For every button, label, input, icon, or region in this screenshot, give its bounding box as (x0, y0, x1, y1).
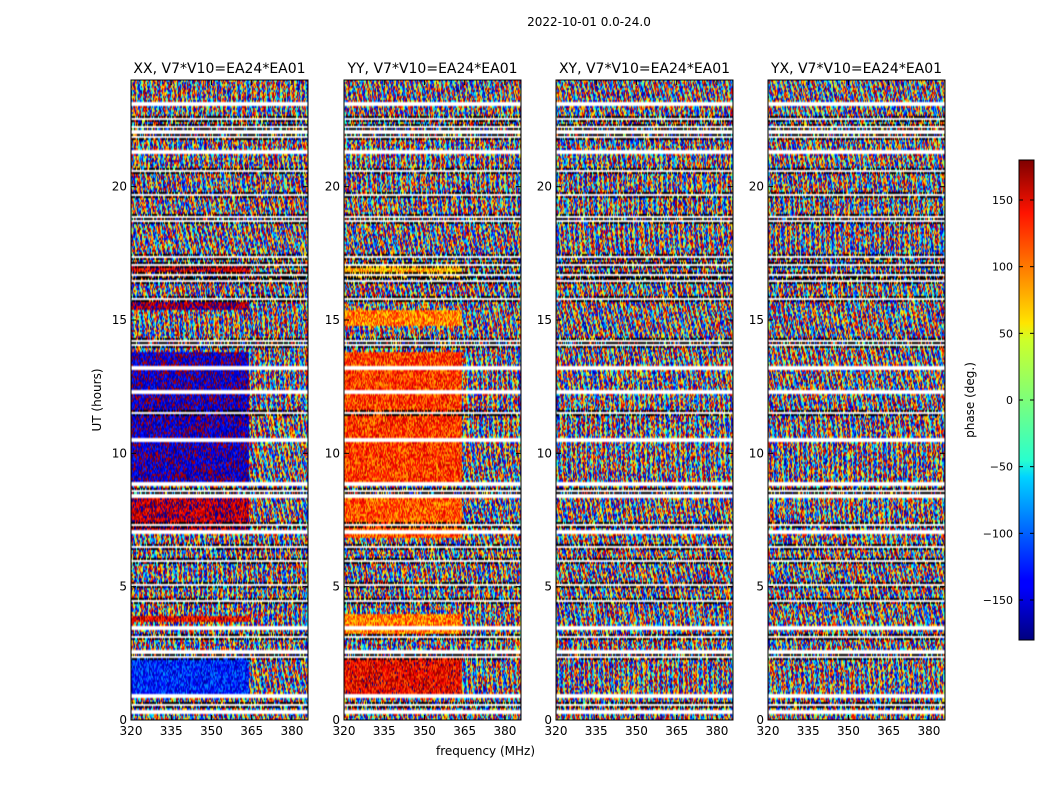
x-axis-label: frequency (MHz) (436, 744, 535, 758)
heatmap-yy (344, 80, 521, 720)
heatmap-xy (556, 80, 733, 720)
heatmap-image (556, 80, 733, 720)
heatmap-image (344, 80, 521, 720)
x-tick-label: 380 (705, 724, 728, 738)
plot-frame (343, 79, 522, 721)
panel-xx: XX, V7*V10=EA24*EA01 320 335 350 365 380 0 5 10… (90, 61, 309, 738)
panel-title: YX, V7*V10=EA24*EA01 (770, 61, 942, 77)
axis-ticks: 320 335 350 365 380 0 5 10 15 20 (325, 80, 521, 738)
colorbar-tick-label: 0 (1006, 394, 1013, 407)
axis-ticks: 320 335 350 365 380 0 5 10 15 20 (537, 80, 733, 738)
colorbar-tick-label: −100 (983, 527, 1013, 540)
colorbar-tick-label: 150 (992, 194, 1013, 207)
x-tick-label: 320 (545, 724, 568, 738)
colorbar-tick-label: 100 (992, 261, 1013, 274)
panel-yx: YX, V7*V10=EA24*EA01 320 335 350 365 380 0 5 10… (749, 61, 946, 738)
heatmap-xx (131, 80, 308, 720)
y-tick-label: 15 (537, 313, 552, 327)
y-tick-label: 5 (544, 580, 552, 594)
y-tick-label: 10 (112, 446, 127, 460)
y-tick-label: 20 (537, 180, 552, 194)
y-tick-label: 10 (537, 446, 552, 460)
y-tick-label: 5 (756, 580, 764, 594)
x-tick-label: 335 (373, 724, 396, 738)
y-tick-label: 15 (112, 313, 127, 327)
colorbar-tick-label: −50 (990, 461, 1013, 474)
y-tick-label: 0 (544, 713, 552, 727)
y-tick-label: 0 (756, 713, 764, 727)
panel-title: YY, V7*V10=EA24*EA01 (346, 61, 517, 77)
axis-ticks: 320 335 350 365 380 0 5 10 15 20 (749, 80, 945, 738)
y-tick-label: 10 (325, 446, 340, 460)
y-tick-label: 20 (325, 180, 340, 194)
panel-xy: XY, V7*V10=EA24*EA01 320 335 350 365 380 0 5 10… (537, 61, 734, 738)
y-tick-label: 5 (332, 580, 340, 594)
y-tick-label: 0 (119, 713, 127, 727)
y-tick-label: 15 (325, 313, 340, 327)
y-tick-label: 10 (749, 446, 764, 460)
plot-frame (555, 79, 734, 721)
x-tick-label: 365 (877, 724, 900, 738)
panel-title: XY, V7*V10=EA24*EA01 (559, 61, 730, 77)
panel-yy: YY, V7*V10=EA24*EA01 320 335 350 365 380 0 5 10… (325, 61, 535, 758)
y-axis-label: UT (hours) (90, 368, 104, 431)
figure-title: 2022-10-01 0.0-24.0 (527, 15, 651, 29)
x-tick-label: 335 (585, 724, 608, 738)
x-tick-label: 335 (160, 724, 183, 738)
x-tick-label: 380 (917, 724, 940, 738)
x-tick-label: 320 (757, 724, 780, 738)
heatmap-image (768, 80, 945, 720)
y-tick-label: 0 (332, 713, 340, 727)
x-tick-label: 365 (665, 724, 688, 738)
x-tick-label: 365 (240, 724, 263, 738)
heatmap-yx (768, 80, 945, 720)
axis-ticks: 320 335 350 365 380 0 5 10 15 20 (112, 80, 308, 738)
x-tick-label: 380 (493, 724, 516, 738)
x-tick-label: 350 (413, 724, 436, 738)
x-tick-label: 350 (200, 724, 223, 738)
plot-frame (130, 79, 309, 721)
heatmap-image (131, 80, 308, 720)
x-tick-label: 350 (837, 724, 860, 738)
y-tick-label: 20 (749, 180, 764, 194)
x-tick-label: 365 (453, 724, 476, 738)
x-tick-label: 380 (280, 724, 303, 738)
y-tick-label: 15 (749, 313, 764, 327)
x-tick-label: 320 (120, 724, 143, 738)
x-tick-label: 320 (333, 724, 356, 738)
colorbar: 150 100 50 0 −50 −100 −150 phase (deg.) (963, 159, 1035, 641)
plot-frame (767, 79, 946, 721)
panel-title: XX, V7*V10=EA24*EA01 (133, 61, 305, 77)
x-tick-label: 350 (625, 724, 648, 738)
y-tick-label: 5 (119, 580, 127, 594)
y-tick-label: 20 (112, 180, 127, 194)
colorbar-ticks: 150 100 50 0 −50 −100 −150 (983, 194, 1034, 607)
colorbar-tick-label: −150 (983, 594, 1013, 607)
colorbar-label: phase (deg.) (963, 362, 977, 438)
x-tick-label: 335 (797, 724, 820, 738)
colorbar-tick-label: 50 (999, 327, 1013, 340)
